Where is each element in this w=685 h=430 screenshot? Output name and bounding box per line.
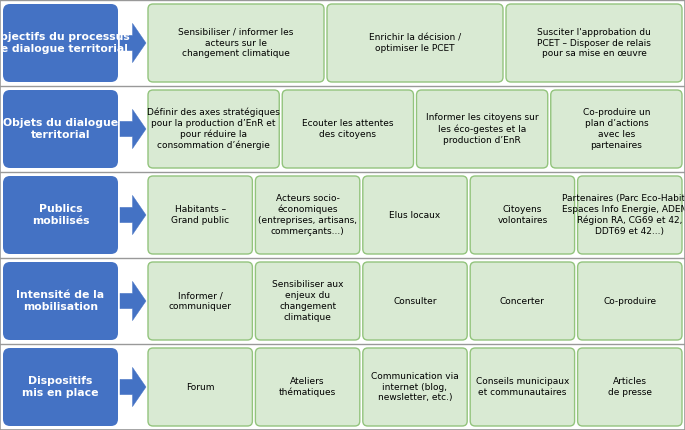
FancyBboxPatch shape: [3, 348, 118, 426]
FancyBboxPatch shape: [577, 176, 682, 254]
FancyBboxPatch shape: [577, 348, 682, 426]
Polygon shape: [120, 367, 146, 407]
FancyBboxPatch shape: [577, 262, 682, 340]
Polygon shape: [120, 23, 146, 63]
FancyBboxPatch shape: [148, 348, 252, 426]
FancyBboxPatch shape: [551, 90, 682, 168]
Text: Publics
mobilisés: Publics mobilisés: [32, 204, 89, 226]
Text: Ateliers
thématiques: Ateliers thématiques: [279, 377, 336, 397]
Text: Forum: Forum: [186, 383, 214, 391]
Text: Citoyens
volontaires: Citoyens volontaires: [497, 205, 547, 225]
Text: Enrichir la décision /
optimiser le PCET: Enrichir la décision / optimiser le PCET: [369, 33, 461, 53]
FancyBboxPatch shape: [416, 90, 548, 168]
FancyBboxPatch shape: [470, 262, 575, 340]
FancyBboxPatch shape: [363, 348, 467, 426]
Text: Elus locaux: Elus locaux: [389, 211, 440, 219]
Text: Partenaires (Parc Eco-Habitat,
Espaces Info Energie, ADEME,
Région RA, CG69 et 4: Partenaires (Parc Eco-Habitat, Espaces I…: [562, 194, 685, 236]
Text: Co-produire: Co-produire: [603, 297, 656, 305]
Text: Intensité de la
mobilisation: Intensité de la mobilisation: [16, 290, 105, 312]
Text: Susciter l'approbation du
PCET – Disposer de relais
pour sa mise en œuvre: Susciter l'approbation du PCET – Dispose…: [537, 28, 651, 58]
Text: Concerter: Concerter: [500, 297, 545, 305]
FancyBboxPatch shape: [3, 176, 118, 254]
Text: Co-produire un
plan d’actions
avec les
partenaires: Co-produire un plan d’actions avec les p…: [583, 108, 650, 150]
FancyBboxPatch shape: [256, 348, 360, 426]
Text: Objets du dialogue
territorial: Objets du dialogue territorial: [3, 118, 118, 140]
FancyBboxPatch shape: [148, 262, 252, 340]
FancyBboxPatch shape: [3, 262, 118, 340]
FancyBboxPatch shape: [506, 4, 682, 82]
Polygon shape: [120, 281, 146, 321]
Polygon shape: [120, 195, 146, 235]
FancyBboxPatch shape: [3, 4, 118, 82]
FancyBboxPatch shape: [470, 176, 575, 254]
FancyBboxPatch shape: [327, 4, 503, 82]
Text: Sensibiliser / informer les
acteurs sur le
changement climatique: Sensibiliser / informer les acteurs sur …: [178, 28, 294, 58]
Text: Dispositifs
mis en place: Dispositifs mis en place: [22, 376, 99, 398]
Text: Ecouter les attentes
des citoyens: Ecouter les attentes des citoyens: [302, 119, 394, 139]
Text: Sensibiliser aux
enjeux du
changement
climatique: Sensibiliser aux enjeux du changement cl…: [272, 280, 343, 322]
Text: Acteurs socio-
économiques
(entreprises, artisans,
commerçants...): Acteurs socio- économiques (entreprises,…: [258, 194, 357, 236]
FancyBboxPatch shape: [256, 262, 360, 340]
Text: Informer les citoyens sur
les éco-gestes et la
production d’EnR: Informer les citoyens sur les éco-gestes…: [426, 114, 538, 144]
FancyBboxPatch shape: [256, 176, 360, 254]
FancyBboxPatch shape: [282, 90, 414, 168]
FancyBboxPatch shape: [470, 348, 575, 426]
Text: Articles
de presse: Articles de presse: [608, 377, 652, 397]
Text: Définir des axes stratégiques
pour la production d’EnR et
pour réduire la
consom: Définir des axes stratégiques pour la pr…: [147, 108, 280, 150]
Polygon shape: [120, 109, 146, 149]
FancyBboxPatch shape: [148, 4, 324, 82]
FancyBboxPatch shape: [3, 90, 118, 168]
FancyBboxPatch shape: [363, 262, 467, 340]
FancyBboxPatch shape: [363, 176, 467, 254]
Text: Habitants –
Grand public: Habitants – Grand public: [171, 205, 229, 225]
Text: Objectifs du processus
de dialogue territorial: Objectifs du processus de dialogue terri…: [0, 32, 130, 54]
Text: Communication via
internet (blog,
newsletter, etc.): Communication via internet (blog, newsle…: [371, 372, 459, 402]
Text: Conseils municipaux
et communautaires: Conseils municipaux et communautaires: [475, 377, 569, 397]
Text: Consulter: Consulter: [393, 297, 437, 305]
FancyBboxPatch shape: [148, 176, 252, 254]
Text: Informer /
communiquer: Informer / communiquer: [169, 291, 232, 311]
FancyBboxPatch shape: [148, 90, 279, 168]
